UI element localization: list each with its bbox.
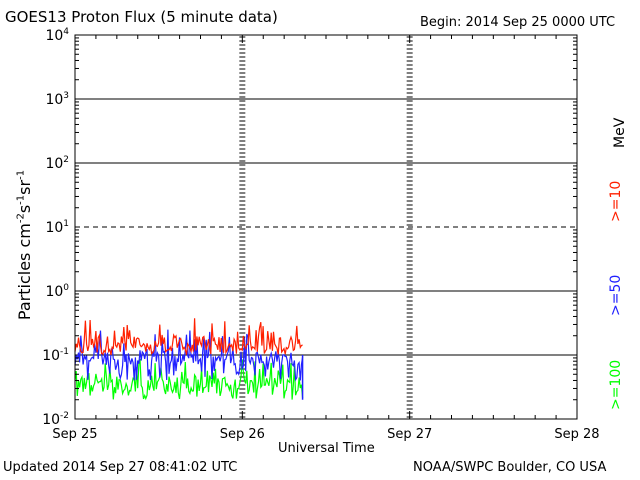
legend-unit: MeV <box>612 117 628 148</box>
y-axis-label: Particles cm-2s-1sr-1 <box>15 169 34 321</box>
y-tick-label--1: 10-1 <box>42 347 69 364</box>
y-tick-label-3: 103 <box>45 91 69 108</box>
series-line-2 <box>74 358 304 401</box>
x-tick-label: Sep 27 <box>387 427 432 442</box>
legend-item-10: >=10 <box>608 180 624 222</box>
chart-grid <box>75 36 577 418</box>
legend-item-50: >=50 <box>608 274 624 316</box>
y-tick-label-0: 100 <box>45 283 69 300</box>
x-tick-label: Sep 28 <box>554 427 599 442</box>
x-tick-label: Sep 25 <box>52 427 97 442</box>
begin-time: Begin: 2014 Sep 25 0000 UTC <box>420 15 616 30</box>
data-source: NOAA/SWPC Boulder, CO USA <box>413 460 607 475</box>
series-line-0 <box>74 318 303 356</box>
legend-item-100: >=100 <box>608 359 624 410</box>
series-line-1 <box>74 329 304 382</box>
y-tick-label-2: 102 <box>45 155 69 172</box>
x-tick-label: Sep 26 <box>220 427 265 442</box>
series-layer <box>74 318 304 401</box>
x-axis-label: Universal Time <box>278 441 375 456</box>
chart-title: GOES13 Proton Flux (5 minute data) <box>5 8 278 26</box>
y-tick-label-4: 104 <box>45 27 69 44</box>
y-tick-label--2: 10-2 <box>42 411 69 428</box>
y-tick-label-1: 101 <box>45 219 69 236</box>
updated-time: Updated 2014 Sep 27 08:41:02 UTC <box>3 460 238 475</box>
